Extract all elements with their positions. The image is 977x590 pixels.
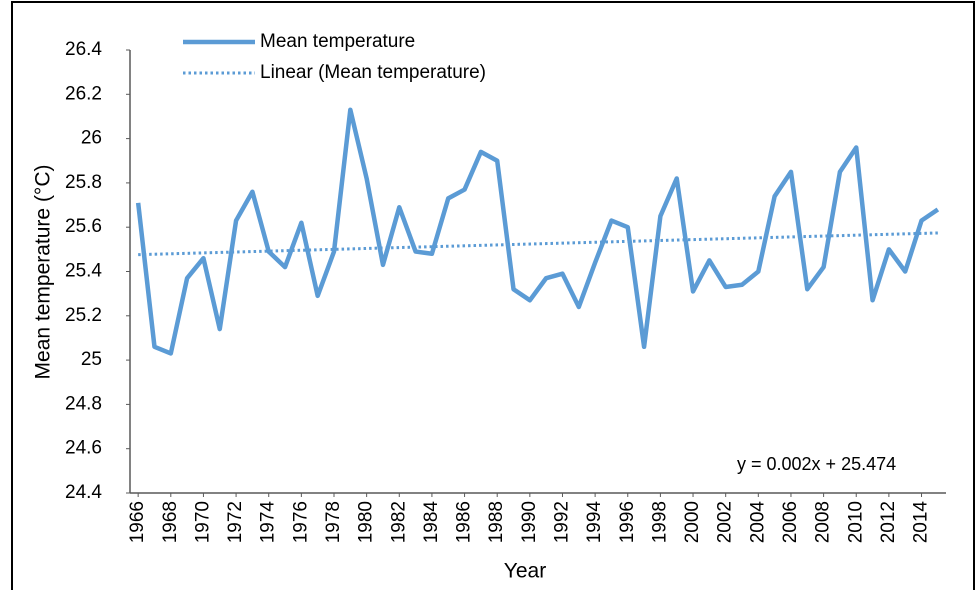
x-tick-label: 2002 <box>715 501 736 543</box>
x-tick-label: 2008 <box>813 501 834 543</box>
y-tick-label: 24.8 <box>65 393 102 414</box>
x-tick-label: 1980 <box>356 501 377 543</box>
y-tick-label: 24.6 <box>65 438 102 459</box>
data-line <box>135 107 940 356</box>
x-tick-label: 2012 <box>878 501 899 543</box>
x-tick-label: 1996 <box>617 501 638 543</box>
x-tick-label: 1988 <box>486 501 507 543</box>
x-tick-label: 1994 <box>584 501 605 544</box>
y-tick-label: 25.2 <box>65 305 102 326</box>
y-tick-label: 25.4 <box>65 261 102 282</box>
y-tick-label: 25.8 <box>65 172 102 193</box>
x-tick-label: 1982 <box>388 501 409 543</box>
x-tick-label: 1976 <box>290 501 311 543</box>
x-axis-title: Year <box>504 560 546 583</box>
x-tick-label: 1984 <box>421 501 442 544</box>
x-tick-label: 1970 <box>192 501 213 543</box>
y-tick-label: 25 <box>81 349 102 370</box>
y-tick-label: 25.6 <box>65 216 102 237</box>
y-tick-label: 26.2 <box>65 83 102 104</box>
x-tick-label: 1978 <box>323 501 344 543</box>
x-tick-label: 1990 <box>519 501 540 543</box>
x-tick-label: 1972 <box>225 501 246 543</box>
x-tick-label: 2014 <box>911 501 932 544</box>
y-tick-label: 26 <box>81 128 102 149</box>
x-tick-label: 2000 <box>682 501 703 543</box>
legend-label: Linear (Mean temperature) <box>260 62 486 83</box>
y-tick-label: 26.4 <box>65 39 102 60</box>
legend-label: Mean temperature <box>260 31 415 52</box>
trend-equation: y = 0.002x + 25.474 <box>737 454 896 474</box>
frame <box>11 1 975 590</box>
x-tick-label: 1968 <box>160 501 181 543</box>
x-tick-label: 1998 <box>649 501 670 543</box>
trend-line <box>138 231 938 257</box>
x-tick-label: 1974 <box>258 501 279 544</box>
y-axis-title: Mean temperature (°C) <box>32 165 55 380</box>
x-tick-label: 2006 <box>780 501 801 543</box>
y-tick-label: 24.4 <box>65 482 102 503</box>
x-tick-label: 1986 <box>454 501 475 543</box>
x-tick-label: 1992 <box>551 501 572 543</box>
x-tick-label: 1966 <box>127 501 148 543</box>
x-tick-label: 2010 <box>845 501 866 543</box>
x-tick-label: 2004 <box>747 501 768 544</box>
